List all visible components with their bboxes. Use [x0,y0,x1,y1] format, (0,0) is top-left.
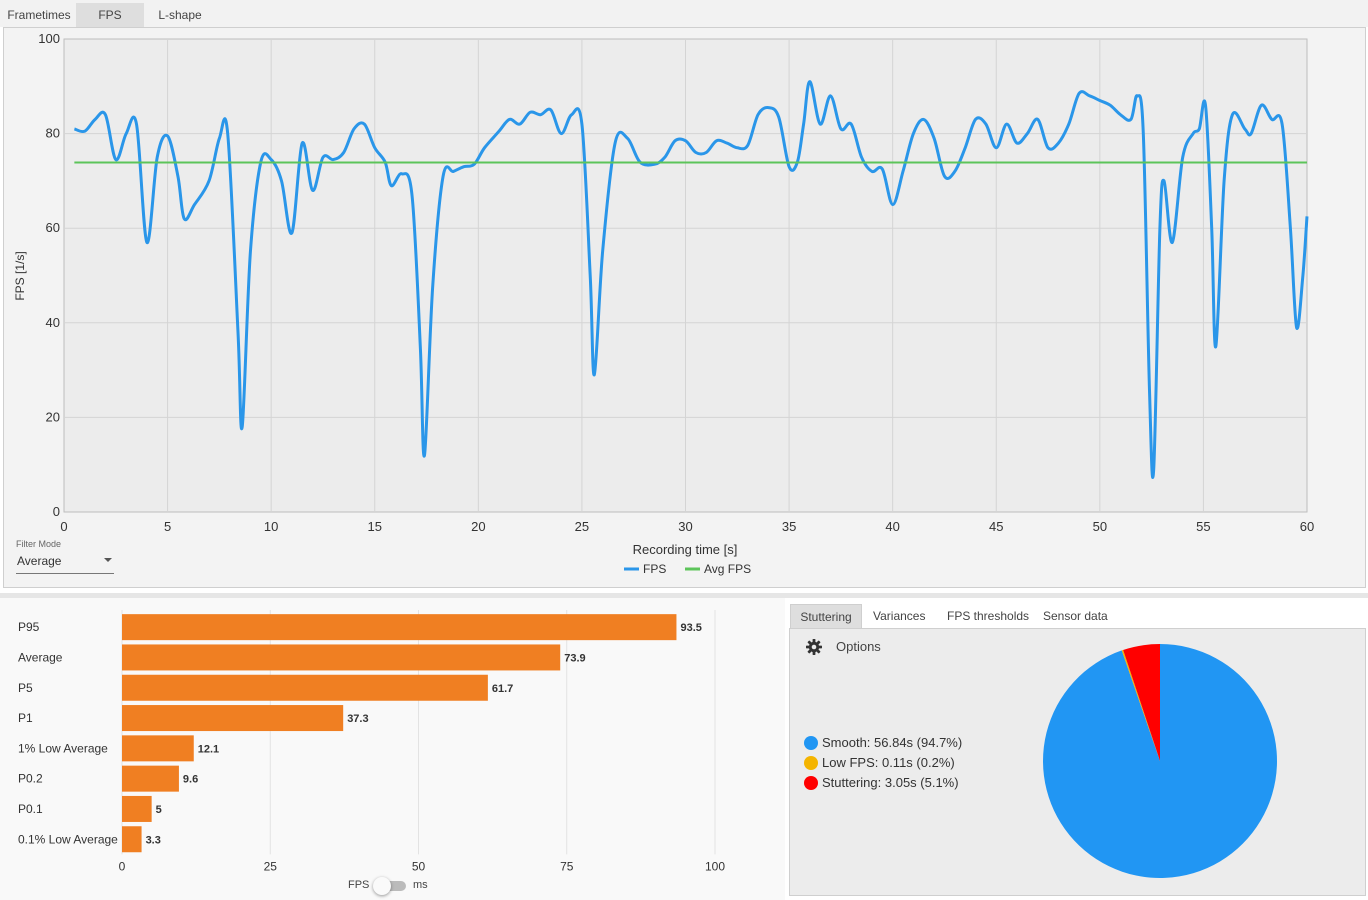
toggle-ms-label: ms [413,879,428,891]
metric-bar [122,765,179,792]
tab-l-shape[interactable]: L-shape [158,8,202,22]
x-tick-label: 55 [1196,519,1210,534]
x-tick-label: 35 [782,519,796,534]
bar-category-label: P0.1 [18,802,43,816]
y-tick-label: 80 [46,126,60,141]
legend-item-stuttering: Stuttering: 3.05s (5.1%) [804,773,962,793]
metrics-bar-chart: P95 93.5 Average 73.9 P5 61.7 P1 37.3 1% Low Ave… [18,610,725,873]
tab-frametimes[interactable]: Frametimes [7,8,71,22]
bar-category-label: 0.1% Low Average [18,832,118,846]
metric-bar [122,614,677,641]
x-tick-label: 25 [575,519,589,534]
bar-value-label: 73.9 [564,652,585,664]
legend-avg-label: Avg FPS [704,562,751,576]
bar-value-label: 5 [156,804,162,816]
chart-legend: FPS Avg FPS [624,562,751,576]
analysis-area: Stuttering Variances FPS thresholds Sens… [785,598,1368,900]
x-tick-label: 60 [1300,519,1314,534]
y-tick-label: 60 [46,220,60,235]
x-tick-label: 5 [164,519,171,534]
fps-chart-panel: 0 5 10 15 20 25 30 35 40 45 50 55 60 0 20 40 60 80 100 FPS… [3,27,1366,588]
tab-variances[interactable]: Variances [873,609,926,623]
x-tick-label: 50 [1093,519,1107,534]
metric-bar [122,674,488,701]
bar-x-tick-label: 75 [560,859,574,873]
panel-divider [0,593,1368,598]
tab-stuttering[interactable]: Stuttering [790,604,862,628]
x-tick-label: 40 [885,519,899,534]
filter-mode-select[interactable]: Average [16,554,114,574]
y-tick-label: 40 [46,315,60,330]
bar-category-label: P0.2 [18,772,43,786]
x-tick-label: 20 [471,519,485,534]
low-fps-dot [804,756,818,770]
smooth-dot [804,736,818,750]
metric-bar [122,795,152,822]
bar-category-label: P1 [18,711,33,725]
bar-category-label: 1% Low Average [18,741,108,755]
bar-value-label: 12.1 [198,743,219,755]
filter-mode-control: Filter Mode Average [16,539,114,574]
x-tick-label: 15 [368,519,382,534]
legend-item-low-fps: Low FPS: 0.11s (0.2%) [804,753,962,773]
y-tick-label: 20 [46,409,60,424]
legend-low-fps-text: Low FPS: 0.11s (0.2%) [822,755,955,770]
stutter-legend: Smooth: 56.84s (94.7%) Low FPS: 0.11s (0… [804,733,962,793]
chart-type-tabs: Frametimes FPS L-shape [0,0,1368,27]
stuttering-dot [804,776,818,790]
y-axis-title: FPS [1/s] [13,251,27,300]
bar-x-tick-label: 0 [119,859,126,873]
legend-smooth-text: Smooth: 56.84s (94.7%) [822,735,963,750]
pie-slice-low-fps [1121,649,1160,761]
stutter-pie-chart [1040,641,1280,886]
bar-category-label: P95 [18,620,40,634]
filter-mode-value: Average [17,554,62,568]
y-tick-label: 0 [53,504,60,519]
legend-stuttering-text: Stuttering: 3.05s (5.1%) [822,775,959,790]
pie-svg [1043,644,1278,878]
metric-bar [122,705,344,732]
fps-line-chart: 0 5 10 15 20 25 30 35 40 45 50 55 60 0 20 40 60 80 100 FPS… [13,31,1314,576]
bar-category-label: Average [18,650,63,664]
x-tick-label: 10 [264,519,278,534]
x-tick-label: 0 [60,519,67,534]
options-label: Options [836,639,881,654]
metric-bar [122,826,142,853]
tab-fps[interactable]: FPS [76,3,144,27]
x-axis-title: Recording time [s] [633,542,738,557]
stuttering-panel: Options Smooth: 56.84s (94.7%) Low FPS: … [789,628,1366,896]
tab-sensor-data[interactable]: Sensor data [1043,609,1108,623]
pie-slice-stuttering [1123,644,1160,761]
unit-toggle-switch[interactable] [373,877,406,895]
bar-value-label: 9.6 [183,774,198,786]
bar-value-label: 3.3 [146,834,161,846]
bar-category-label: P5 [18,681,33,695]
bar-value-label: 93.5 [680,622,701,634]
pie-slice-smooth [1043,644,1278,878]
y-tick-label: 100 [38,31,60,46]
x-tick-label: 30 [678,519,692,534]
filter-mode-label: Filter Mode [16,539,62,549]
bar-value-label: 37.3 [347,713,368,725]
bar-value-label: 61.7 [492,683,513,695]
bar-x-tick-label: 100 [705,859,725,873]
x-tick-label: 45 [989,519,1003,534]
bar-x-tick-label: 25 [264,859,278,873]
toggle-knob[interactable] [373,877,391,895]
chevron-down-icon [104,558,112,562]
legend-item-smooth: Smooth: 56.84s (94.7%) [804,733,962,753]
gear-icon [806,639,822,655]
metric-bar [122,644,561,671]
tab-fps-thresholds[interactable]: FPS thresholds [947,609,1030,623]
fps-series-line [73,80,1309,479]
metrics-bar-panel: P95 93.5 Average 73.9 P5 61.7 P1 37.3 1% Low Ave… [0,598,785,900]
legend-fps-label: FPS [643,562,666,576]
toggle-fps-label: FPS [348,879,370,891]
metric-bar [122,735,194,762]
bar-x-tick-label: 50 [412,859,426,873]
